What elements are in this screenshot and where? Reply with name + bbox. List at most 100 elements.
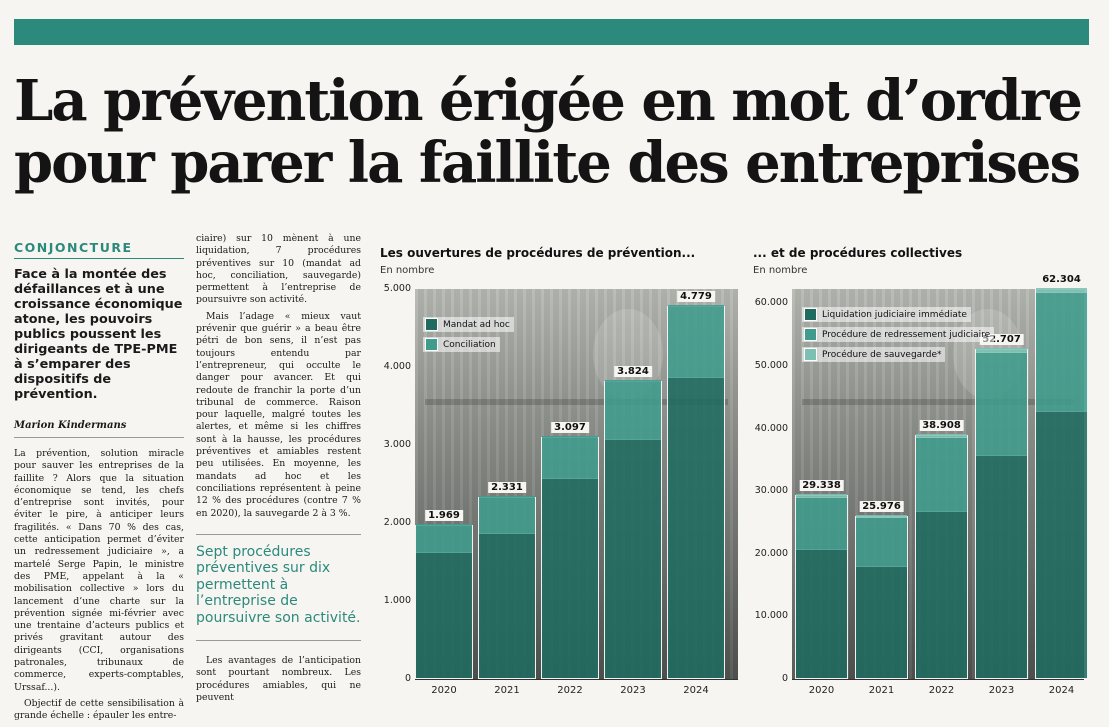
chart-2-x-tick-label: 2023 — [988, 685, 1015, 696]
chart-1-value-label-2022: 3.097 — [551, 422, 589, 434]
legend-swatch — [804, 308, 817, 321]
chart-1-x-tick-label: 2021 — [494, 685, 520, 696]
legend-swatch — [425, 338, 438, 351]
chart-2-y-tick-label: 60.000 — [754, 297, 788, 309]
chart-1-legend-item: Conciliation — [423, 337, 500, 352]
chart-2-bar-2021 — [855, 515, 908, 679]
article-column-2: ciaire) sur 10 mènent à une liquidation,… — [196, 233, 361, 642]
chart-2-value-label-2020: 29.338 — [799, 480, 844, 492]
chart-1-segment-2023-2 — [605, 379, 661, 441]
top-color-band — [14, 19, 1089, 45]
chart-2-x-tick-label: 2024 — [1048, 685, 1075, 696]
chart-2-segment-2021-2 — [856, 518, 907, 567]
chart-2-value-label-2022: 38.908 — [919, 420, 964, 432]
body-paragraph: La prévention, solution miracle pour sau… — [14, 448, 184, 693]
chart-1-bar-2021 — [478, 496, 536, 679]
chart-2-segment-2023-2 — [976, 353, 1027, 456]
chart-2-bar-2024 — [1035, 288, 1088, 679]
chart-1-value-label-2024: 4.779 — [677, 291, 715, 303]
chart-1-segment-2020-1 — [416, 553, 472, 678]
legend-swatch — [804, 348, 817, 361]
chart-2-title: ... et de procédures collectives — [753, 246, 963, 260]
legend-label: Conciliation — [443, 339, 496, 350]
chart-1-segment-2022-2 — [542, 436, 598, 480]
body-paragraph: ciaire) sur 10 mènent à une liquidation,… — [196, 233, 361, 306]
chart-2-value-label-2021: 25.976 — [859, 501, 904, 513]
author-byline: Marion Kindermans — [14, 420, 184, 438]
chart-2-segment-2022-3 — [916, 434, 967, 439]
chart-2-value-label-2023: 52.707 — [979, 334, 1024, 346]
chart-1-segment-2020-2 — [416, 524, 472, 554]
chart-1-y-tick-label: 0 — [404, 673, 411, 684]
chart-2-segment-2024-2 — [1036, 293, 1087, 412]
chart-2-unit: En nombre — [753, 265, 808, 276]
chart-1-x-tick-label: 2020 — [431, 685, 457, 696]
chart-1-y-tick-label: 2.000 — [383, 517, 411, 528]
legend-label: Mandat ad hoc — [443, 319, 510, 330]
chart-1-y-tick-label: 5.000 — [383, 283, 411, 294]
chart-2-segment-2021-3 — [856, 515, 907, 519]
chart-2-legend-item: Liquidation judiciaire immédiate — [802, 307, 971, 322]
chart-2-segment-2024-1 — [1036, 411, 1087, 678]
headline: La prévention érigée en mot d’ordre pour… — [14, 70, 1094, 194]
chart-1-unit: En nombre — [380, 265, 435, 276]
pullquote-box: Sept procédures préventives sur dix perm… — [196, 533, 361, 642]
chart-1-segment-2024-1 — [668, 377, 724, 678]
chart-1-legend-item: Mandat ad hoc — [423, 317, 514, 332]
chart-2-segment-2021-1 — [856, 566, 907, 678]
article-column-1: CONJONCTURE Face à la montée des défaill… — [14, 240, 184, 727]
chart-1-x-tick-label: 2024 — [683, 685, 709, 696]
chart-2-y-tick-label: 20.000 — [754, 547, 788, 559]
headline-line-2: pour parer la faillite des entreprises — [14, 130, 1081, 196]
chart-1-segment-2021-1 — [479, 533, 535, 678]
body-paragraph: Mais l’adage « mieux vaut prévenir que g… — [196, 310, 361, 519]
chart-2-segment-2023-3 — [976, 348, 1027, 354]
legend-label: Procédure de redressement judiciaire — [822, 329, 991, 340]
legend-label: Liquidation judiciaire immédiate — [822, 309, 967, 320]
chart-2-bar-2022 — [915, 434, 968, 679]
chart-2-legend-item: Procédure de redressement judiciaire — [802, 327, 995, 342]
chart-2-legend-item: Procédure de sauvegarde* — [802, 347, 946, 362]
chart-1-y-tick-label: 1.000 — [383, 595, 411, 606]
chart-1-value-label-2020: 1.969 — [425, 510, 463, 522]
chart-1-y-tick-label: 3.000 — [383, 439, 411, 450]
chart-1-value-label-2021: 2.331 — [488, 482, 526, 494]
article-lead: Face à la montée des défaillances et à u… — [14, 267, 183, 402]
chart-1-segment-2024-2 — [668, 305, 724, 378]
body-paragraph: Objectif de cette sensibilisation à gran… — [14, 697, 184, 722]
body-paragraph: Les avantages de l’anticipation sont pou… — [196, 655, 361, 703]
section-kicker: CONJONCTURE — [14, 240, 184, 259]
chart-1-x-axis — [415, 679, 738, 680]
chart-2-x-axis — [792, 679, 1084, 680]
chart-1-bar-2020 — [415, 524, 473, 679]
chart-1-x-tick-label: 2022 — [557, 685, 583, 696]
chart-1-segment-2022-1 — [542, 479, 598, 678]
legend-swatch — [804, 328, 817, 341]
legend-label: Procédure de sauvegarde* — [822, 349, 942, 360]
chart-2-segment-2022-1 — [916, 512, 967, 678]
chart-2-bar-2023 — [975, 348, 1028, 679]
article-column-2-continued: Les avantages de l’anticipation sont pou… — [196, 655, 361, 708]
chart-2-y-tick-label: 0 — [781, 673, 788, 684]
chart-2-bar-2020 — [795, 494, 848, 679]
chart-1-bar-2023 — [604, 379, 662, 679]
chart-2-y-tick-label: 40.000 — [754, 422, 788, 434]
photo-decoration — [802, 399, 1074, 405]
headline-line-1: La prévention érigée en mot d’ordre — [14, 68, 1083, 134]
chart-1-x-tick-label: 2023 — [620, 685, 646, 696]
chart-2-segment-2020-2 — [796, 497, 847, 550]
legend-swatch — [425, 318, 438, 331]
chart-2-value-label-2024: 62.304 — [1039, 274, 1084, 285]
chart-1-title: Les ouvertures de procédures de préventi… — [380, 246, 696, 260]
chart-2-x-tick-label: 2022 — [928, 685, 955, 696]
chart-2-x-tick-label: 2020 — [808, 685, 835, 696]
chart-1-bar-2024 — [667, 305, 725, 679]
chart-2-segment-2020-3 — [796, 494, 847, 498]
chart-1-value-label-2023: 3.824 — [614, 365, 652, 377]
chart-1-segment-2023-1 — [605, 440, 661, 678]
chart-2-segment-2020-1 — [796, 549, 847, 678]
chart-2-segment-2022-2 — [916, 438, 967, 513]
chart-2-segment-2024-3 — [1036, 288, 1087, 294]
chart-2-segment-2023-1 — [976, 455, 1027, 678]
chart-2-y-tick-label: 30.000 — [754, 485, 788, 497]
